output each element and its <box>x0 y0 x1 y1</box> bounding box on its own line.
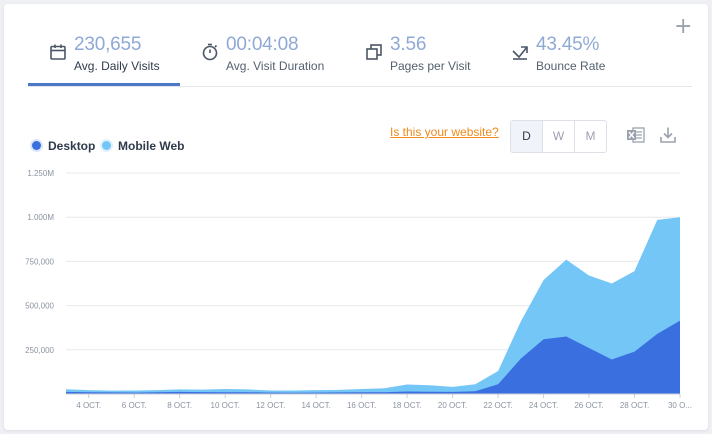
y-tick-label: 500,000 <box>25 302 54 311</box>
pages-per-visit-label: Pages per Visit <box>390 59 471 73</box>
traffic-area-chart: 250,000 500,000 750,000 1.000M 1.250M 4 OCT. 6… <box>25 169 692 410</box>
tab-avg-visit-duration[interactable]: 00:04:08 Avg. Visit Duration <box>200 26 340 86</box>
x-tick-label: 18 OCT. <box>392 401 421 410</box>
x-tick-label: 26 OCT. <box>574 401 603 410</box>
y-tick-label: 1.250M <box>27 169 54 178</box>
granularity-weekly-button[interactable]: W <box>552 129 565 143</box>
tab-pages-per-visit[interactable]: 3.56 Pages per Visit <box>364 26 484 86</box>
pages-icon <box>366 44 382 60</box>
daily-visits-label: Avg. Daily Visits <box>74 59 160 73</box>
bounce-rate-value: 43.45% <box>536 34 600 55</box>
x-tick-label: 20 OCT. <box>438 401 467 410</box>
stopwatch-icon <box>202 43 218 61</box>
plus-icon[interactable]: + <box>674 14 693 39</box>
is-this-your-website-link[interactable]: Is this your website? <box>390 125 499 139</box>
x-tick-label: 4 OCT. <box>76 401 101 410</box>
engagement-card: + 230,655 Avg. Daily Visits 00:04:08 Avg… <box>4 4 708 430</box>
legend-label-desktop: Desktop <box>48 139 96 153</box>
x-tick-label: 6 OCT. <box>122 401 147 410</box>
visit-duration-value: 00:04:08 <box>226 34 299 55</box>
pages-per-visit-value: 3.56 <box>390 34 427 55</box>
x-tick-label: 22 OCT. <box>483 401 512 410</box>
x-tick-label: 30 O... <box>668 401 692 410</box>
desktop-area <box>66 320 680 394</box>
x-tick-label: 14 OCT. <box>301 401 330 410</box>
excel-export-icon[interactable] <box>626 125 646 145</box>
bounce-icon <box>512 46 528 60</box>
tab-avg-daily-visits[interactable]: 230,655 Avg. Daily Visits <box>48 26 188 86</box>
x-tick-label: 8 OCT. <box>167 401 192 410</box>
legend-swatch-desktop <box>32 141 41 150</box>
visit-duration-label: Avg. Visit Duration <box>226 59 325 73</box>
granularity-divider <box>542 121 543 152</box>
granularity-divider <box>574 121 575 152</box>
x-tick-label: 28 OCT. <box>620 401 649 410</box>
y-tick-label: 250,000 <box>25 346 54 355</box>
legend-label-mobile-web: Mobile Web <box>118 139 185 153</box>
x-tick-label: 16 OCT. <box>347 401 376 410</box>
granularity-selector: D W M <box>510 120 607 153</box>
similarweb-watermark: SimilarWeb <box>84 358 199 383</box>
legend-swatch-mobile-web <box>102 141 111 150</box>
tab-bounce-rate[interactable]: 43.45% Bounce Rate <box>510 26 630 86</box>
metric-tabs: 230,655 Avg. Daily Visits 00:04:08 Avg. … <box>28 26 692 87</box>
x-tick-label: 10 OCT. <box>211 401 240 410</box>
granularity-daily-button[interactable]: D <box>511 121 542 152</box>
calendar-icon <box>50 44 66 60</box>
download-icon[interactable] <box>658 125 678 145</box>
mobile-web-area <box>66 217 680 394</box>
active-tab-indicator <box>28 83 180 86</box>
x-tick-label: 12 OCT. <box>256 401 285 410</box>
x-tick-label: 24 OCT. <box>529 401 558 410</box>
granularity-monthly-button[interactable]: M <box>585 129 596 143</box>
y-tick-label: 1.000M <box>27 213 54 222</box>
bounce-rate-label: Bounce Rate <box>536 59 606 73</box>
daily-visits-value: 230,655 <box>74 34 142 55</box>
y-tick-label: 750,000 <box>25 257 54 266</box>
